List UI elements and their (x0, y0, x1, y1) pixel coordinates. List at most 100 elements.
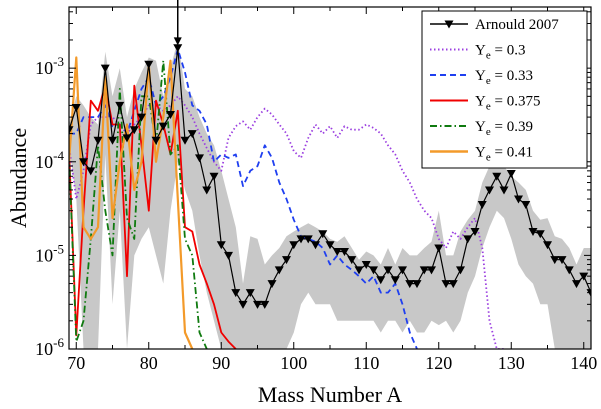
series-marker (122, 134, 132, 143)
series-marker (253, 300, 262, 309)
series-marker (202, 186, 212, 195)
series-marker (412, 280, 422, 289)
legend-box (421, 10, 588, 169)
series-marker (166, 110, 175, 119)
legend: Arnould 2007 Ye = 0.3 Ye = 0.33 Ye = 0.375 Y… (421, 10, 588, 169)
series-marker (71, 103, 81, 112)
series-marker (456, 266, 465, 275)
series-marker (137, 113, 146, 122)
series-marker (311, 241, 320, 250)
x-tick-label: 130 (498, 353, 525, 373)
x-tick-label: 80 (140, 353, 158, 373)
series-marker (282, 256, 291, 265)
series-marker (296, 235, 306, 244)
series-marker (195, 154, 204, 163)
series-marker (390, 276, 400, 285)
series-marker (129, 126, 139, 135)
series-marker (427, 266, 436, 275)
series-marker (325, 241, 335, 250)
series-marker (332, 248, 342, 257)
series-marker (441, 280, 451, 289)
x-tick-label: 70 (67, 353, 85, 373)
series-marker (108, 136, 117, 145)
series-marker (579, 272, 589, 281)
series-marker (361, 260, 371, 269)
legend-label-5: Ye = 0.41 (475, 145, 533, 164)
legend-marker (444, 20, 454, 29)
series-marker (354, 266, 364, 275)
series-marker (347, 256, 357, 265)
series-marker (419, 266, 429, 275)
series-marker (216, 241, 226, 250)
series-marker (434, 244, 444, 253)
series-marker (514, 195, 523, 204)
x-tick-label: 90 (212, 353, 230, 373)
axis-ticks: 70 80 90 100 110 120 130 140 10-6 10-5 10-4 10-3 (35, 7, 597, 373)
series-marker (238, 300, 248, 309)
series-marker (550, 256, 560, 265)
series-marker (383, 266, 393, 275)
series-marker (209, 172, 219, 181)
legend-label-4: Ye = 0.39 (475, 119, 533, 138)
series-marker (485, 186, 494, 195)
annotation-arrow-head (173, 37, 182, 46)
series-marker (528, 227, 538, 236)
series-marker (260, 300, 270, 309)
x-tick-label: 120 (425, 353, 452, 373)
x-tick-label: 140 (570, 353, 597, 373)
marker-layer (69, 44, 591, 309)
series-marker (543, 241, 552, 250)
y-tick-label: 10-6 (35, 335, 64, 359)
series-marker (564, 266, 574, 275)
series-marker (158, 122, 168, 131)
series-line-5 (69, 56, 194, 349)
series-marker (448, 280, 458, 289)
series-marker (303, 235, 313, 244)
x-tick-label: 100 (280, 353, 307, 373)
series-marker (492, 172, 502, 181)
series-marker (557, 256, 567, 265)
y-tick-label: 10-4 (35, 148, 64, 172)
x-tick-label: 110 (353, 353, 379, 373)
series-marker (245, 289, 255, 298)
series-marker (572, 280, 581, 289)
series-marker (398, 266, 407, 275)
legend-label-0: Arnould 2007 (475, 17, 559, 33)
series-marker (151, 136, 161, 145)
series-marker (173, 44, 183, 53)
legend-label-3: Ye = 0.375 (475, 94, 540, 113)
series-marker (79, 158, 88, 167)
y-tick-label: 10-5 (35, 241, 64, 265)
series-marker (180, 136, 190, 145)
series-marker (144, 60, 154, 69)
series-marker (405, 280, 415, 289)
series-marker (231, 289, 241, 298)
series-marker (340, 248, 349, 257)
series-marker (115, 101, 125, 110)
series-marker (499, 186, 509, 195)
series-marker (274, 266, 284, 275)
series-marker (376, 276, 386, 285)
y-axis-title: Abundance (6, 128, 31, 228)
series-marker (69, 126, 74, 135)
series-marker (369, 266, 378, 275)
series-marker (289, 241, 299, 250)
x-axis-title: Mass Number A (258, 382, 402, 407)
legend-label-1: Ye = 0.3 (475, 43, 525, 62)
series-marker (318, 230, 328, 239)
series-marker (470, 227, 480, 236)
series-marker (224, 251, 233, 260)
series-marker (521, 200, 531, 209)
series-marker (93, 136, 103, 145)
series-marker (187, 130, 197, 139)
series-marker (267, 280, 277, 289)
series-marker (535, 230, 545, 239)
series-marker (463, 235, 473, 244)
legend-label-2: Ye = 0.33 (475, 68, 533, 87)
y-tick-label: 10-3 (35, 54, 64, 78)
series-line-4 (69, 59, 208, 349)
series-marker (477, 200, 487, 209)
series-marker (506, 169, 516, 178)
series-marker (86, 167, 96, 176)
